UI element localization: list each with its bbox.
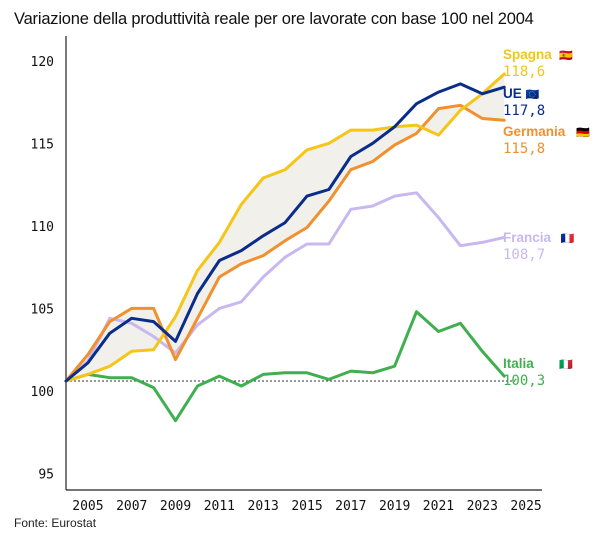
y-tick-label-110: 110 <box>31 220 54 235</box>
series-label-germania: Germania 🇩🇪 115,8 <box>503 124 590 157</box>
x-tick-label-2025: 2025 <box>510 499 541 514</box>
series-value-italia: 100,3 <box>503 373 545 389</box>
series-line-ue <box>64 82 506 383</box>
series-value-francia: 108,7 <box>503 247 545 263</box>
x-tick-label-2019: 2019 <box>379 499 410 514</box>
flag-icon-ue: 🇪🇺 <box>526 88 540 101</box>
x-tick-label-2015: 2015 <box>291 499 322 514</box>
series-name-spagna: Spagna <box>503 47 552 62</box>
x-tick-label-2013: 2013 <box>248 499 279 514</box>
x-tick-label-2009: 2009 <box>160 499 191 514</box>
series-label-spagna: Spagna 🇪🇸 118,6 <box>503 47 573 80</box>
series-label-ue: UE 🇪🇺 117,8 <box>503 86 545 119</box>
series-name-italia: Italia <box>503 356 534 371</box>
y-tick-label-105: 105 <box>31 302 54 317</box>
series-line-italia <box>64 310 506 423</box>
source-note: Fonte: Eurostat <box>14 516 97 530</box>
y-tick-label-120: 120 <box>31 55 54 70</box>
series-value-spagna: 118,6 <box>503 64 545 80</box>
x-tick-label-2011: 2011 <box>204 499 235 514</box>
y-tick-label-115: 115 <box>31 137 54 152</box>
flag-icon-italia: 🇮🇹 <box>559 358 573 371</box>
series-value-ue: 117,8 <box>503 103 545 119</box>
x-tick-label-2007: 2007 <box>116 499 147 514</box>
x-tick-label-2017: 2017 <box>335 499 366 514</box>
series-line-francia <box>64 191 506 383</box>
x-tick-label-2005: 2005 <box>72 499 103 514</box>
series-label-francia: Francia 🇫🇷 108,7 <box>503 230 575 263</box>
shaded-band-area <box>66 74 505 381</box>
series-line-germania <box>64 103 506 383</box>
series-label-italia: Italia 🇮🇹 100,3 <box>503 356 573 389</box>
x-tick-label-2023: 2023 <box>467 499 498 514</box>
flag-icon-francia: 🇫🇷 <box>561 232 575 245</box>
flag-icon-germania: 🇩🇪 <box>576 126 590 139</box>
y-tick-label-100: 100 <box>31 385 54 400</box>
chart-title: Variazione della produttività reale per … <box>14 10 534 28</box>
y-tick-label-95: 95 <box>38 467 54 482</box>
series-name-germania: Germania <box>503 124 566 139</box>
flag-icon-spagna: 🇪🇸 <box>559 49 573 62</box>
series-line-spagna <box>64 72 506 383</box>
series-name-francia: Francia <box>503 230 552 245</box>
series-value-germania: 115,8 <box>503 141 545 157</box>
x-tick-label-2021: 2021 <box>423 499 454 514</box>
series-name-ue: UE <box>503 86 522 101</box>
